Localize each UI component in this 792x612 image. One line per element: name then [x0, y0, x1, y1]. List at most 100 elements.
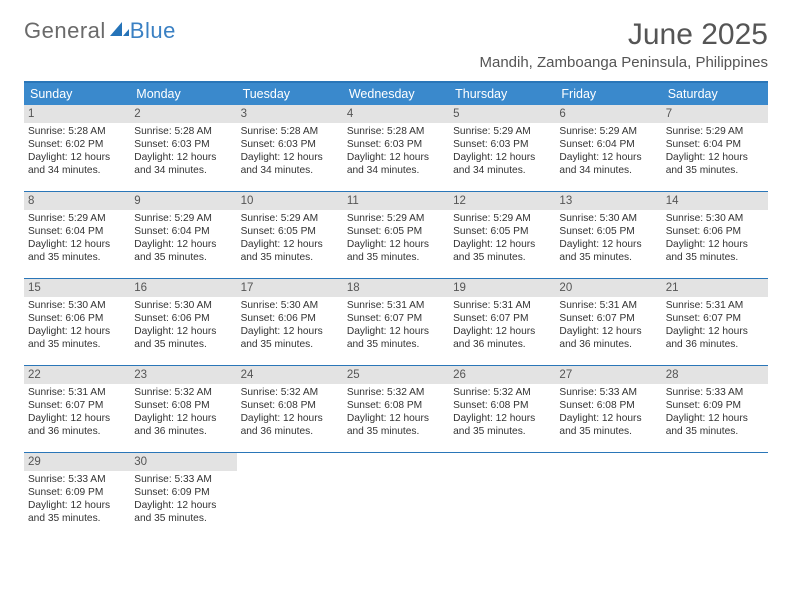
- daylight-text: Daylight: 12 hours: [134, 326, 232, 339]
- day-cell: 8Sunrise: 5:29 AMSunset: 6:04 PMDaylight…: [24, 192, 130, 278]
- daylight-text: Daylight: 12 hours: [559, 152, 657, 165]
- daylight-text: Daylight: 12 hours: [241, 413, 339, 426]
- daylight-text: and 35 minutes.: [666, 426, 764, 439]
- day-cell: 19Sunrise: 5:31 AMSunset: 6:07 PMDayligh…: [449, 279, 555, 365]
- day-cell: 23Sunrise: 5:32 AMSunset: 6:08 PMDayligh…: [130, 366, 236, 452]
- week-row: 1Sunrise: 5:28 AMSunset: 6:02 PMDaylight…: [24, 105, 768, 192]
- daylight-text: Daylight: 12 hours: [28, 239, 126, 252]
- day-number: 14: [662, 192, 768, 210]
- daylight-text: and 35 minutes.: [559, 426, 657, 439]
- week-row: 8Sunrise: 5:29 AMSunset: 6:04 PMDaylight…: [24, 192, 768, 279]
- day-cell: 30Sunrise: 5:33 AMSunset: 6:09 PMDayligh…: [130, 453, 236, 539]
- daylight-text: Daylight: 12 hours: [347, 239, 445, 252]
- sunrise-text: Sunrise: 5:30 AM: [134, 300, 232, 313]
- sunrise-text: Sunrise: 5:31 AM: [559, 300, 657, 313]
- day-number: 3: [237, 105, 343, 123]
- sunset-text: Sunset: 6:05 PM: [347, 226, 445, 239]
- daylight-text: and 35 minutes.: [134, 513, 232, 526]
- sunrise-text: Sunrise: 5:32 AM: [134, 387, 232, 400]
- logo: General Blue: [24, 18, 176, 44]
- day-cell: 16 Sunrise: 5:30 AMSunset: 6:06 PMDayligh…: [130, 279, 236, 365]
- day-number: 8: [24, 192, 130, 210]
- sunset-text: Sunset: 6:06 PM: [134, 313, 232, 326]
- sunset-text: Sunset: 6:07 PM: [666, 313, 764, 326]
- month-title: June 2025: [479, 18, 768, 52]
- day-number: 27: [555, 366, 661, 384]
- daylight-text: Daylight: 12 hours: [559, 326, 657, 339]
- daylight-text: Daylight: 12 hours: [241, 326, 339, 339]
- sunrise-text: Sunrise: 5:28 AM: [134, 126, 232, 139]
- day-number: 29: [24, 453, 130, 471]
- sunrise-text: Sunrise: 5:29 AM: [241, 213, 339, 226]
- day-number: 17: [237, 279, 343, 297]
- day-header: Sunday: [24, 83, 130, 105]
- sunrise-text: Sunrise: 5:30 AM: [241, 300, 339, 313]
- day-number: 7: [662, 105, 768, 123]
- day-number: 21: [662, 279, 768, 297]
- day-cell: 15Sunrise: 5:30 AMSunset: 6:06 PMDayligh…: [24, 279, 130, 365]
- daylight-text: and 35 minutes.: [28, 513, 126, 526]
- day-number: 9: [130, 192, 236, 210]
- daylight-text: Daylight: 12 hours: [666, 413, 764, 426]
- sunset-text: Sunset: 6:08 PM: [559, 400, 657, 413]
- daylight-text: Daylight: 12 hours: [28, 500, 126, 513]
- day-cell: [343, 453, 449, 539]
- day-cell: 13Sunrise: 5:30 AMSunset: 6:05 PMDayligh…: [555, 192, 661, 278]
- day-number: 16: [130, 279, 236, 297]
- week-row: 29Sunrise: 5:33 AMSunset: 6:09 PMDayligh…: [24, 453, 768, 539]
- day-number: 22: [24, 366, 130, 384]
- day-cell: 28Sunrise: 5:33 AMSunset: 6:09 PMDayligh…: [662, 366, 768, 452]
- daylight-text: Daylight: 12 hours: [241, 152, 339, 165]
- sunset-text: Sunset: 6:05 PM: [453, 226, 551, 239]
- sunset-text: Sunset: 6:06 PM: [28, 313, 126, 326]
- title-block: June 2025 Mandih, Zamboanga Peninsula, P…: [479, 18, 768, 71]
- sunset-text: Sunset: 6:09 PM: [134, 487, 232, 500]
- daylight-text: and 35 minutes.: [134, 339, 232, 352]
- day-number: 15: [24, 279, 130, 297]
- day-cell: 7Sunrise: 5:29 AMSunset: 6:04 PMDaylight…: [662, 105, 768, 191]
- calendar: Sunday Monday Tuesday Wednesday Thursday…: [24, 81, 768, 539]
- daylight-text: Daylight: 12 hours: [241, 239, 339, 252]
- daylight-text: and 35 minutes.: [453, 252, 551, 265]
- day-cell: 18Sunrise: 5:31 AMSunset: 6:07 PMDayligh…: [343, 279, 449, 365]
- day-cell: 9Sunrise: 5:29 AMSunset: 6:04 PMDaylight…: [130, 192, 236, 278]
- day-cell: 11Sunrise: 5:29 AMSunset: 6:05 PMDayligh…: [343, 192, 449, 278]
- daylight-text: and 35 minutes.: [347, 252, 445, 265]
- daylight-text: and 34 minutes.: [134, 165, 232, 178]
- day-number: 11: [343, 192, 449, 210]
- sunrise-text: Sunrise: 5:30 AM: [559, 213, 657, 226]
- sunrise-text: Sunrise: 5:30 AM: [28, 300, 126, 313]
- day-number: 25: [343, 366, 449, 384]
- sunset-text: Sunset: 6:05 PM: [241, 226, 339, 239]
- sunset-text: Sunset: 6:07 PM: [453, 313, 551, 326]
- logo-sail-icon: [108, 18, 130, 44]
- day-number: 30: [130, 453, 236, 471]
- daylight-text: and 34 minutes.: [559, 165, 657, 178]
- page-header: General Blue June 2025 Mandih, Zamboanga…: [24, 18, 768, 71]
- sunrise-text: Sunrise: 5:31 AM: [28, 387, 126, 400]
- daylight-text: Daylight: 12 hours: [453, 326, 551, 339]
- daylight-text: Daylight: 12 hours: [134, 152, 232, 165]
- sunrise-text: Sunrise: 5:28 AM: [347, 126, 445, 139]
- daylight-text: and 36 minutes.: [559, 339, 657, 352]
- day-cell: 26Sunrise: 5:32 AMSunset: 6:08 PMDayligh…: [449, 366, 555, 452]
- day-number: 13: [555, 192, 661, 210]
- daylight-text: Daylight: 12 hours: [28, 413, 126, 426]
- daylight-text: Daylight: 12 hours: [134, 239, 232, 252]
- sunset-text: Sunset: 6:07 PM: [347, 313, 445, 326]
- sunset-text: Sunset: 6:03 PM: [347, 139, 445, 152]
- logo-text-2: Blue: [130, 18, 176, 44]
- sunset-text: Sunset: 6:04 PM: [28, 226, 126, 239]
- day-cell: 27Sunrise: 5:33 AMSunset: 6:08 PMDayligh…: [555, 366, 661, 452]
- day-number: 18: [343, 279, 449, 297]
- day-header: Thursday: [449, 83, 555, 105]
- daylight-text: and 35 minutes.: [347, 339, 445, 352]
- daylight-text: and 35 minutes.: [666, 165, 764, 178]
- weeks-container: 1Sunrise: 5:28 AMSunset: 6:02 PMDaylight…: [24, 105, 768, 539]
- day-number: 6: [555, 105, 661, 123]
- day-cell: 12Sunrise: 5:29 AMSunset: 6:05 PMDayligh…: [449, 192, 555, 278]
- day-cell: 20Sunrise: 5:31 AMSunset: 6:07 PMDayligh…: [555, 279, 661, 365]
- day-number: 23: [130, 366, 236, 384]
- day-cell: 24Sunrise: 5:32 AMSunset: 6:08 PMDayligh…: [237, 366, 343, 452]
- sunset-text: Sunset: 6:04 PM: [559, 139, 657, 152]
